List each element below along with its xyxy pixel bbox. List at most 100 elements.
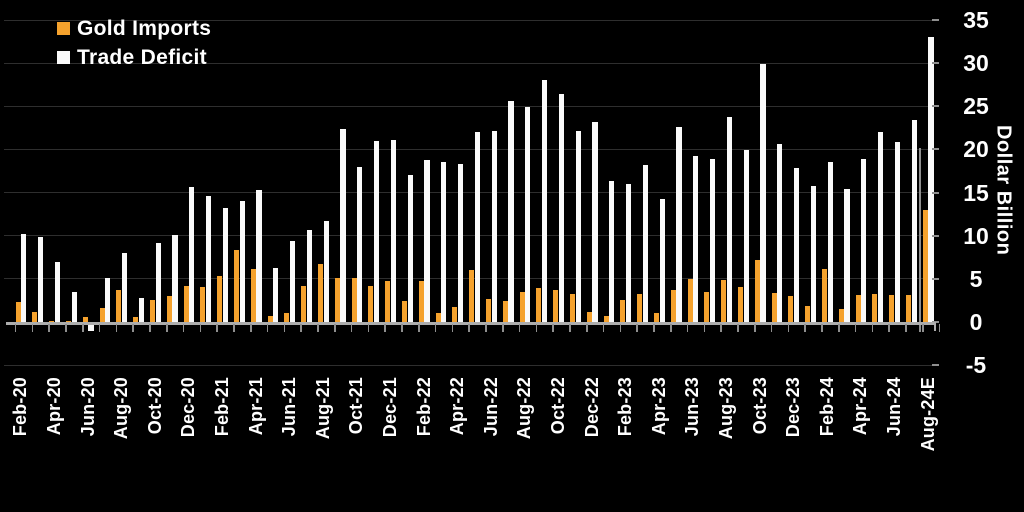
gold-imports-swatch-icon: [57, 22, 70, 35]
bar-gold-imports-Jul-22: [502, 301, 508, 322]
bar-gold-imports-Mar-23: [637, 293, 643, 322]
x-axis-label-Jun-22: Jun-22: [480, 377, 501, 437]
x-axis-line: [6, 322, 936, 325]
x-axis-tick: [418, 324, 420, 332]
y-axis-title: Dollar Billion: [992, 124, 1015, 256]
y-axis-label-0: 0: [969, 309, 983, 335]
y-axis-tick-15: [932, 191, 939, 194]
x-axis-tick: [266, 324, 269, 332]
x-axis-tick: [518, 324, 521, 332]
bar-gold-imports-Mar-21: [233, 249, 240, 322]
bar-gold-imports-May-20: [65, 321, 72, 322]
x-axis-tick: [636, 324, 638, 332]
bar-trade-deficit-Oct-22: [558, 94, 564, 322]
x-axis-tick: [182, 324, 185, 332]
bar-trade-deficit-Sep-20: [138, 297, 144, 322]
gridline-15: [4, 192, 933, 194]
x-axis-tick: [216, 324, 218, 332]
gridline-20: [4, 148, 933, 150]
bar-gold-imports-Jan-21: [200, 287, 206, 322]
bar-trade-deficit-Nov-20: [172, 234, 178, 322]
bar-gold-imports-Jul-23: [704, 291, 710, 322]
bar-trade-deficit-Jul-24: [911, 120, 917, 322]
bar-trade-deficit-Apr-23: [659, 198, 665, 322]
x-axis-label-Apr-20: Apr-20: [44, 377, 65, 436]
x-axis-tick: [334, 324, 336, 332]
x-axis-label-Jun-20: Jun-20: [77, 377, 98, 437]
x-axis-tick: [686, 324, 689, 332]
bar-gold-imports-May-22: [469, 270, 475, 322]
x-axis-tick: [804, 324, 806, 332]
bar-gold-imports-Jun-23: [687, 278, 693, 322]
bar-trade-deficit-Jan-24: [810, 185, 816, 322]
bar-trade-deficit-May-22: [474, 132, 480, 322]
bar-trade-deficit-Mar-22: [441, 162, 447, 322]
bar-trade-deficit-Apr-22: [458, 164, 464, 322]
x-axis-tick: [552, 324, 554, 332]
bar-gold-imports-Feb-23: [620, 299, 626, 322]
bar-trade-deficit-Sep-21: [340, 128, 346, 322]
bar-gold-imports-Jan-24: [805, 305, 811, 322]
bar-gold-imports-Nov-20: [166, 296, 172, 322]
bar-gold-imports-Oct-22: [553, 290, 559, 322]
bar-gold-imports-Apr-22: [452, 307, 458, 322]
bar-trade-deficit-Jul-23: [710, 158, 716, 322]
bar-gold-imports-Apr-23: [653, 313, 660, 322]
legend: Gold Imports Trade Deficit: [57, 14, 211, 72]
bar-gold-imports-Oct-21: [351, 277, 357, 322]
bar-trade-deficit-May-21: [273, 267, 279, 322]
x-axis-label-Aug-24E: Aug-24E: [917, 377, 938, 452]
x-axis-label-Dec-20: Dec-20: [178, 377, 199, 438]
x-axis-tick: [922, 324, 924, 332]
x-axis-tick: [384, 324, 386, 332]
x-axis-label-Apr-23: Apr-23: [648, 377, 669, 436]
x-axis-tick: [485, 324, 487, 332]
bar-gold-imports-May-21: [267, 315, 273, 322]
trade-deficit-swatch-icon: [57, 51, 70, 64]
x-axis-label-Oct-23: Oct-23: [749, 377, 770, 435]
bar-gold-imports-Aug-20: [116, 290, 122, 322]
x-axis-label-Jun-21: Jun-21: [279, 377, 300, 437]
bar-trade-deficit-May-23: [676, 126, 682, 322]
x-axis-label-Jun-23: Jun-23: [682, 377, 703, 437]
x-axis-tick: [367, 324, 370, 332]
bar-trade-deficit-Sep-22: [542, 79, 548, 322]
x-axis-tick: [653, 324, 655, 332]
x-axis-tick: [350, 324, 353, 332]
bar-trade-deficit-Sep-23: [743, 150, 749, 322]
bar-trade-deficit-Dec-20: [189, 186, 195, 322]
bar-trade-deficit-Dec-22: [592, 121, 598, 322]
bar-trade-deficit-Feb-22: [424, 159, 430, 322]
x-axis-tick: [451, 324, 454, 332]
x-axis-tick: [199, 324, 202, 332]
bar-trade-deficit-Aug-24E: [928, 37, 934, 322]
x-axis-label-Apr-24: Apr-24: [850, 377, 871, 436]
x-axis-tick: [166, 324, 168, 332]
bar-gold-imports-Dec-20: [183, 285, 189, 322]
gridline--5: [4, 364, 933, 366]
bar-gold-imports-Sep-20: [133, 316, 139, 322]
x-axis-label-Oct-20: Oct-20: [144, 377, 165, 435]
bar-gold-imports-Jun-22: [485, 298, 492, 322]
x-axis-tick: [905, 324, 907, 332]
bar-gold-imports-Jul-24: [905, 295, 912, 322]
bar-gold-imports-Aug-23: [721, 279, 727, 322]
bar-gold-imports-Feb-24: [821, 268, 828, 322]
x-axis-tick: [787, 324, 790, 332]
x-axis-tick: [317, 324, 319, 332]
bar-trade-deficit-May-20: [71, 291, 77, 322]
x-axis-tick: [821, 324, 823, 332]
x-axis-label-Apr-22: Apr-22: [447, 377, 468, 436]
x-axis-label-Feb-23: Feb-23: [615, 377, 636, 437]
bar-gold-imports-Mar-22: [435, 313, 441, 322]
x-axis-tick: [754, 324, 756, 332]
x-axis-tick: [670, 324, 672, 332]
bar-trade-deficit-Aug-22: [525, 107, 531, 322]
x-axis-label-Aug-22: Aug-22: [514, 377, 535, 440]
x-axis-tick: [283, 324, 286, 332]
x-axis-tick: [838, 324, 840, 332]
x-axis-label-Aug-20: Aug-20: [111, 377, 132, 440]
bar-gold-imports-Dec-22: [586, 311, 592, 322]
bar-gold-imports-Jan-23: [603, 315, 609, 322]
